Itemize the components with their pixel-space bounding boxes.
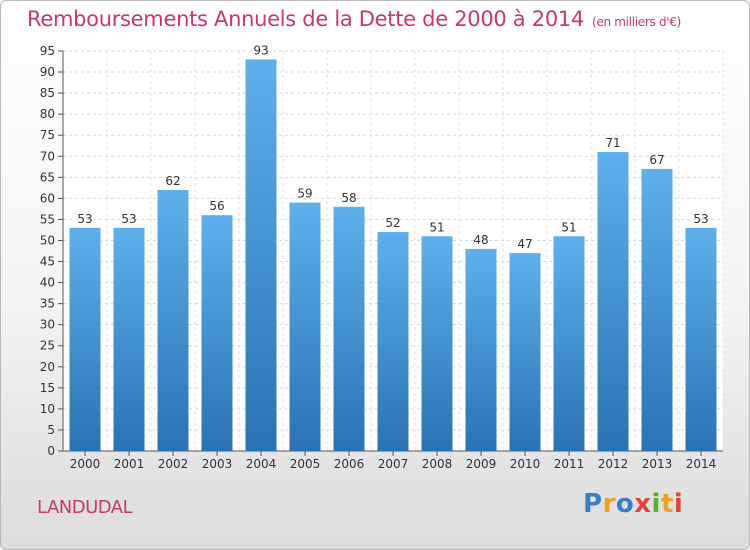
commune-name: LANDUDAL	[37, 497, 133, 518]
chart-title: Remboursements Annuels de la Dette de 20…	[27, 7, 681, 31]
value-label-2004: 93	[253, 43, 268, 57]
y-tick-label: 85	[40, 86, 55, 100]
x-tick-label-2004: 2004	[246, 457, 277, 471]
value-label-2013: 67	[649, 153, 664, 167]
bar-2009	[465, 248, 497, 451]
proxiti-logo: Proxiti	[583, 489, 684, 519]
bar-2004	[245, 59, 277, 451]
x-tick-label-2001: 2001	[114, 457, 145, 471]
y-tick-label: 0	[47, 444, 55, 458]
value-label-2001: 53	[121, 212, 136, 226]
x-tick-label-2010: 2010	[510, 457, 541, 471]
bar-2011	[553, 236, 585, 451]
x-tick-label-2012: 2012	[598, 457, 629, 471]
value-label-2008: 51	[429, 220, 444, 234]
y-tick-label: 55	[40, 212, 55, 226]
y-tick-label: 60	[40, 191, 55, 205]
y-tick-label: 30	[40, 318, 55, 332]
value-label-2006: 58	[341, 191, 356, 205]
y-tick-label: 25	[40, 339, 55, 353]
y-tick-label: 5	[47, 423, 55, 437]
bar-2001	[113, 227, 145, 451]
y-tick-label: 95	[40, 44, 55, 58]
x-tick-label-2008: 2008	[422, 457, 453, 471]
x-tick-label-2007: 2007	[378, 457, 409, 471]
x-tick-label-2003: 2003	[202, 457, 233, 471]
x-tick-label-2013: 2013	[642, 457, 673, 471]
y-tick-label: 70	[40, 149, 55, 163]
value-label-2009: 48	[473, 233, 488, 247]
x-tick-label-2009: 2009	[466, 457, 497, 471]
bar-2012	[597, 152, 629, 452]
chart-title-text: Remboursements Annuels de la Dette de 20…	[27, 7, 584, 31]
y-tick-label: 90	[40, 65, 55, 79]
y-tick-label: 10	[40, 402, 55, 416]
y-tick-label: 65	[40, 170, 55, 184]
bar-2000	[69, 227, 101, 451]
value-label-2002: 62	[165, 174, 180, 188]
bar-2007	[377, 232, 409, 451]
y-tick-label: 50	[40, 233, 55, 247]
value-label-2010: 47	[517, 237, 532, 251]
x-tick-label-2014: 2014	[686, 457, 717, 471]
y-tick-label: 35	[40, 297, 55, 311]
y-tick-label: 15	[40, 381, 55, 395]
bar-2005	[289, 202, 321, 451]
bar-2010	[509, 253, 541, 451]
x-tick-label-2002: 2002	[158, 457, 189, 471]
bar-2002	[157, 189, 189, 451]
y-tick-label: 80	[40, 107, 55, 121]
x-tick-label-2000: 2000	[70, 457, 101, 471]
x-tick-label-2006: 2006	[334, 457, 365, 471]
y-tick-label: 45	[40, 255, 55, 269]
value-label-2014: 53	[693, 212, 708, 226]
y-tick-label: 75	[40, 128, 55, 142]
value-label-2005: 59	[297, 187, 312, 201]
labels: 0 5 10 15 20 25 30 35 40 45 50 55 60 65 70 75 80 85 90 95 53…	[40, 43, 717, 471]
x-tick-label-2005: 2005	[290, 457, 321, 471]
value-label-2000: 53	[77, 212, 92, 226]
bar-2013	[641, 168, 673, 452]
bar-2008	[421, 236, 453, 451]
bar-2014	[685, 227, 717, 451]
bar-2006	[333, 206, 365, 451]
chart-title-unit: (en milliers d'€)	[592, 15, 682, 29]
bars	[69, 59, 717, 452]
value-label-2011: 51	[561, 220, 576, 234]
value-label-2007: 52	[385, 216, 400, 230]
y-tick-label: 20	[40, 360, 55, 374]
value-label-2012: 71	[605, 136, 620, 150]
bar-2003	[201, 215, 233, 451]
y-tick-label: 40	[40, 276, 55, 290]
value-label-2003: 56	[209, 199, 224, 213]
x-tick-label-2011: 2011	[554, 457, 585, 471]
